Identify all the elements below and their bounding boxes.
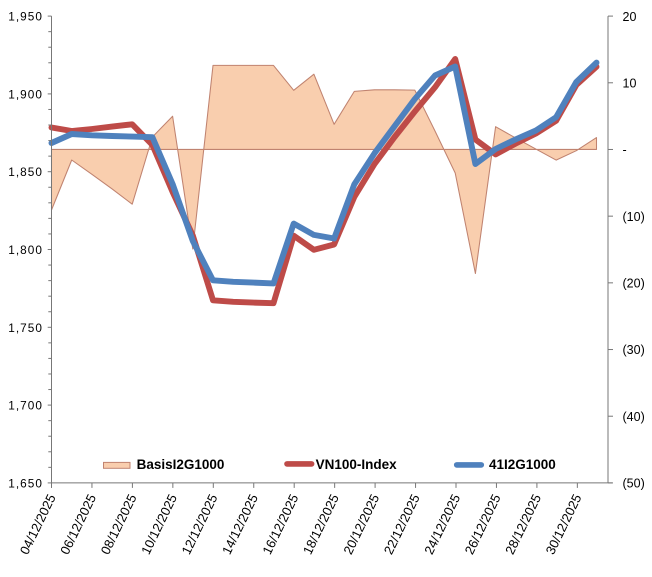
svg-text:VN100-Index: VN100-Index: [316, 457, 398, 472]
svg-text:1,750: 1,750: [8, 321, 43, 335]
svg-text:1,700: 1,700: [8, 399, 43, 413]
svg-text:-: -: [623, 143, 627, 157]
svg-text:41I2G1000: 41I2G1000: [489, 457, 556, 472]
svg-text:(20): (20): [623, 277, 645, 291]
svg-text:1,800: 1,800: [8, 243, 43, 257]
svg-text:1,900: 1,900: [8, 87, 43, 101]
svg-text:(40): (40): [623, 410, 645, 424]
svg-text:20: 20: [623, 10, 637, 24]
svg-text:10: 10: [623, 77, 637, 91]
svg-text:(30): (30): [623, 343, 645, 357]
svg-text:(10): (10): [623, 210, 645, 224]
svg-text:(50): (50): [623, 477, 645, 491]
svg-text:1,650: 1,650: [8, 476, 43, 490]
svg-text:1,850: 1,850: [8, 165, 43, 179]
svg-text:BasisI2G1000: BasisI2G1000: [137, 457, 225, 472]
svg-text:1,950: 1,950: [8, 10, 43, 24]
